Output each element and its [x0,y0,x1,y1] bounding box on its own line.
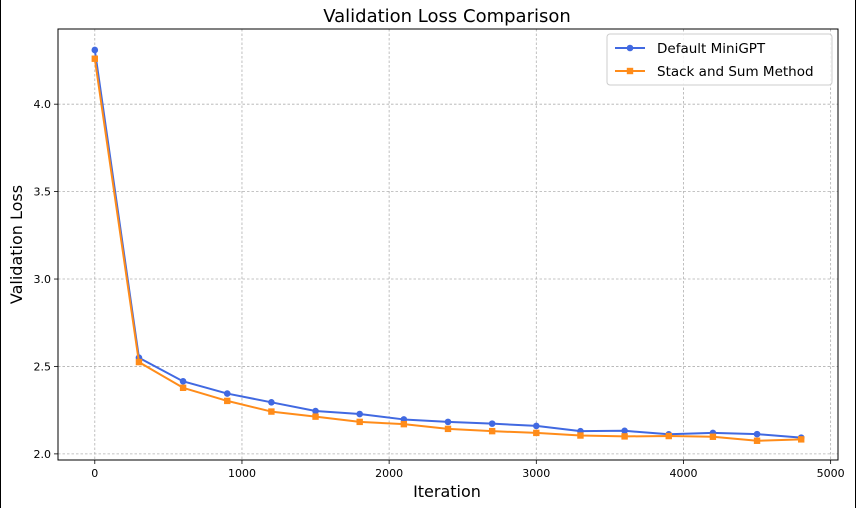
series-1-point-0 [91,46,99,54]
plot-area [58,29,838,460]
plot-frame [57,28,839,461]
series-1-point-5 [312,407,319,415]
series-2-point-0 [91,55,98,62]
gridlines [58,29,838,460]
legend: Default MiniGPT Stack and Sum Method [606,33,833,86]
series-1-point-6 [356,410,363,418]
series-2-point-3 [224,397,231,405]
legend-label-2: Stack and Sum Method [657,64,814,80]
y-tick-label-2: 3.0 [34,273,52,286]
x-tick-label-1: 1000 [228,467,256,480]
chart-title: Validation Loss Comparison [323,6,571,27]
series-2-point-5 [312,413,319,420]
series-2-point-13 [665,432,672,440]
legend-label-1: Default MiniGPT [657,41,766,57]
y-tick-label-3: 3.5 [34,186,52,199]
x-tick-label-4: 4000 [669,467,697,480]
series-2-point-6 [356,418,363,426]
x-tick-label-5: 5000 [817,467,845,480]
series-1-point-12 [621,427,628,435]
series-1-point-4 [268,399,275,406]
series-1-point-15 [753,430,761,438]
series-1-point-8 [444,418,452,426]
figure-border-left [0,0,1,508]
series-group [91,46,805,444]
x-tick-label-3: 3000 [522,467,550,480]
series-2-point-8 [444,425,452,433]
legend-items: Default MiniGPT Stack and Sum Method [615,41,814,80]
x-tick-label-0: 0 [91,467,98,480]
series-1-point-9 [488,420,496,427]
x-tick-label-2: 2000 [375,467,403,480]
series-2-point-12 [621,433,628,440]
series-2-point-11 [577,432,584,439]
series-1-point-2 [179,378,187,385]
legend-box [606,33,833,86]
series-2-point-7 [400,420,408,428]
series-2-point-10 [533,429,540,437]
series-2-point-14 [709,433,717,440]
series-2-point-16 [798,436,805,443]
series-1-point-3 [223,390,231,397]
y-tick-label-0: 2.0 [34,448,52,461]
series-2-point-1 [135,358,143,366]
y-tick-label-4: 4.0 [34,98,52,111]
legend-marker-1 [626,44,634,52]
axis-ticks: 0 1000 2000 3000 4000 5000 2.0 2.5 3.0 3.5 4.0 [34,98,845,480]
legend-marker-2 [626,67,634,75]
y-tick-label-1: 2.5 [34,360,52,373]
series-2-point-9 [488,427,496,435]
series-2-point-2 [179,384,187,391]
series-1-point-10 [533,422,540,430]
series-2-point-15 [753,437,761,444]
series-2-point-4 [268,408,275,415]
x-axis-label: Iteration [413,482,481,501]
series-2 [91,55,805,444]
y-axis-label: Validation Loss [7,185,26,304]
